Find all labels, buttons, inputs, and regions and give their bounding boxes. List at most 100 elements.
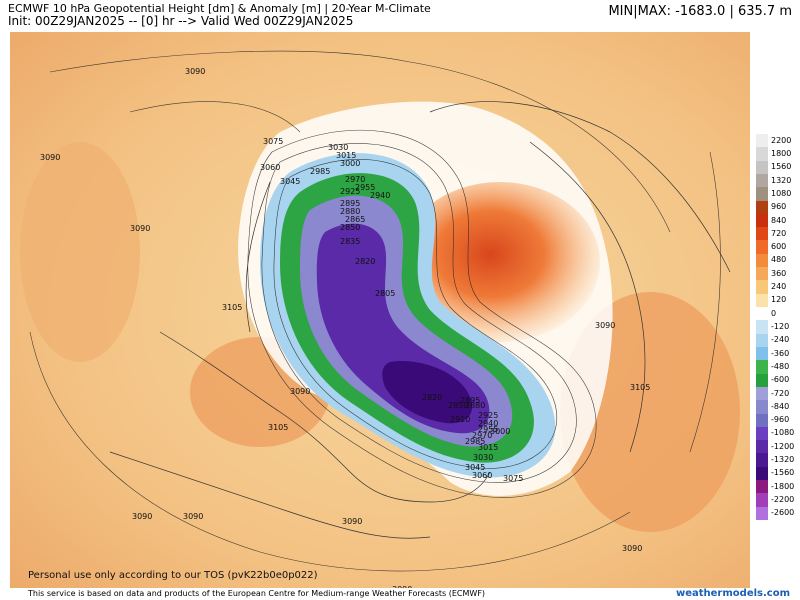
contour-label: 3045 [465, 463, 485, 472]
legend-swatch [756, 453, 768, 468]
legend-swatch [756, 147, 768, 162]
min-max-readout: MIN|MAX: -1683.0 | 635.7 m [608, 4, 792, 19]
legend-swatch [756, 426, 768, 441]
legend-swatch [756, 160, 768, 175]
legend-level-label: -840 [771, 401, 790, 411]
contour-label: 2850 [448, 401, 468, 410]
contour-label: 3030 [473, 453, 493, 462]
legend-level-label: 480 [771, 255, 787, 265]
legend-level-label: -120 [771, 322, 790, 331]
legend-level-label: 1800 [771, 148, 792, 158]
contour-label: 2820 [422, 393, 442, 402]
legend-level-label: 0 [771, 308, 777, 318]
contour-label: 2805 [375, 289, 395, 298]
contour-label: 3075 [503, 474, 523, 483]
legend-level-label: 840 [771, 215, 787, 225]
legend-level-label: -2200 [771, 495, 795, 505]
legend-swatch [756, 173, 768, 188]
contour-label: 3000 [340, 159, 360, 168]
legend-swatch [756, 386, 768, 401]
contour-label: 2895 [460, 396, 480, 405]
contour-label: 2865 [345, 215, 365, 224]
contour-label: 2925 [340, 187, 360, 196]
legend-level-label: 360 [771, 268, 787, 278]
legend-level-label: 240 [771, 282, 787, 292]
contour-label: 2880 [340, 207, 360, 216]
contour-label: 3090 [40, 153, 60, 162]
legend-swatch [756, 200, 768, 215]
legend-swatch [756, 253, 768, 268]
data-credit: This service is based on data and produc… [28, 589, 486, 598]
legend-level-label: -2600 [771, 508, 795, 518]
contour-label: 2820 [355, 257, 375, 266]
contour-label: 3090 [185, 67, 205, 76]
contour-label: 3075 [263, 137, 283, 146]
color-legend: 2200 1800 1560 1320 1080 960 840 720 600 480 360 24… [756, 134, 800, 521]
legend-swatch [756, 333, 768, 348]
legend-level-label: -480 [771, 361, 790, 371]
warm-pocket-west [20, 142, 140, 362]
legend-level-label: 120 [771, 295, 787, 305]
init-valid-time: Init: 00Z29JAN2025 -- [0] hr --> Valid W… [8, 14, 354, 28]
legend-level-label: 960 [771, 202, 787, 212]
warm-anomaly [400, 182, 600, 342]
vortex-core [382, 361, 473, 424]
contour-label: 2985 [310, 167, 330, 176]
legend-level-label: 2200 [771, 135, 792, 145]
legend-level-label: -600 [771, 375, 790, 385]
legend-level-label: 600 [771, 242, 787, 252]
legend-swatch [756, 307, 768, 321]
contour-label: 3060 [472, 471, 492, 480]
contour-label: 3105 [268, 423, 288, 432]
contour-label: 3090 [342, 517, 362, 526]
contour-label: 3090 [392, 585, 412, 588]
contour-label: 2985 [465, 437, 485, 446]
legend-swatch [756, 280, 768, 295]
contour-label: 2925 [478, 411, 498, 420]
contour-label: 3030 [328, 143, 348, 152]
legend-swatch [756, 373, 768, 388]
legend-level-label: -960 [771, 415, 790, 425]
contour-label: 3000 [490, 427, 510, 436]
legend-swatch [756, 213, 768, 228]
brand-link[interactable]: weathermodels.com [675, 588, 790, 599]
contour-label: 3045 [280, 177, 300, 186]
legend-level-label: -1800 [771, 481, 795, 491]
contour-label: 3090 [595, 321, 615, 330]
legend-swatch [756, 400, 768, 414]
legend-level-label: 720 [771, 228, 787, 238]
contour-label: 3090 [622, 544, 642, 553]
legend-swatch [756, 413, 768, 428]
contour-label: 2940 [370, 191, 390, 200]
legend-level-label: -720 [771, 388, 790, 398]
contour-lines [29, 50, 721, 572]
contour-label: 2895 [340, 199, 360, 208]
legend-level-label: -1080 [771, 428, 795, 438]
legend-swatch [756, 320, 768, 335]
weather-map: 3090309030903105307530603045303030153000… [10, 32, 750, 588]
legend-swatch [756, 466, 768, 481]
coastlines [109, 101, 731, 539]
contour-label: 3060 [260, 163, 280, 172]
legend-swatch [756, 187, 768, 202]
contour-label: 2955 [355, 183, 375, 192]
legend-level-label: -240 [771, 335, 790, 345]
contour-label: 3090 [290, 387, 310, 396]
legend-level-label: -1560 [771, 468, 795, 478]
legend-swatch [756, 134, 768, 148]
legend-swatch [756, 227, 768, 241]
contour-label: 2850 [340, 223, 360, 232]
legend-level-label: 1560 [771, 162, 792, 172]
legend-swatch [756, 293, 768, 308]
contour-label: 2880 [465, 401, 485, 410]
legend-swatch [756, 493, 768, 508]
legend-swatch [756, 240, 768, 255]
legend-swatch [756, 346, 768, 361]
contour-label: 2940 [478, 419, 498, 428]
tos-notice: Personal use only according to our TOS (… [28, 570, 318, 581]
contour-label: 2955 [478, 425, 498, 434]
contour-label: 2970 [472, 431, 492, 440]
legend-swatch [756, 506, 768, 521]
contour-label: 3090 [132, 512, 152, 521]
legend-level-label: 1320 [771, 175, 792, 185]
